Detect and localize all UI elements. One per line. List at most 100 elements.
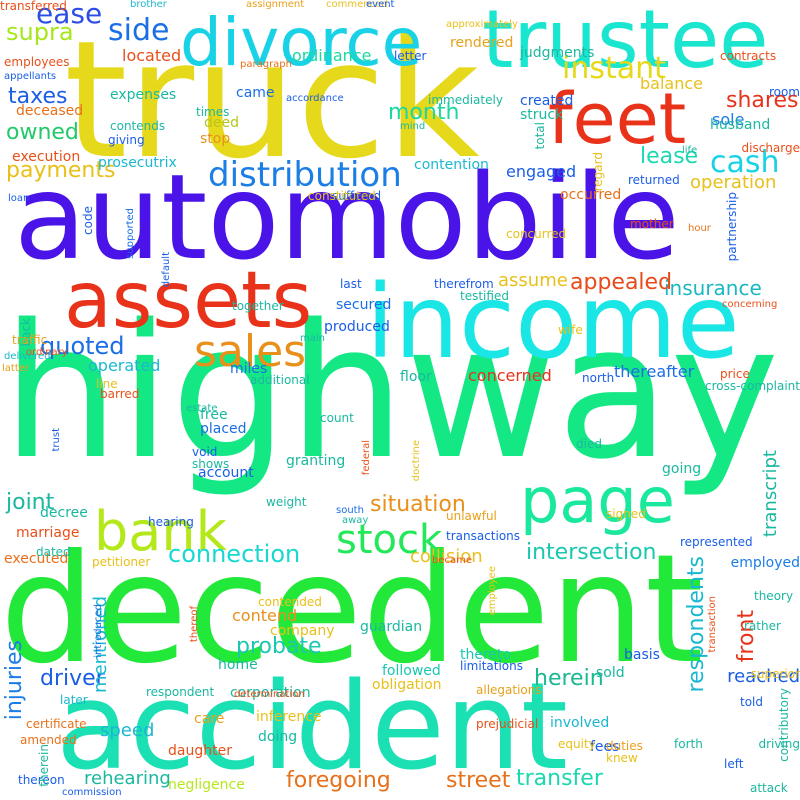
word-37: respondents [684, 556, 709, 693]
word-72: came [236, 85, 275, 101]
word-34: probate [236, 634, 322, 659]
word-86: represented [680, 535, 753, 549]
word-183: mind [400, 121, 426, 132]
word-124: certificate [26, 717, 87, 731]
word-176: constituted [308, 189, 376, 203]
word-31: intersection [526, 540, 657, 565]
word-22: payments [6, 158, 116, 183]
word-45: engaged [506, 162, 577, 181]
word-16: cash [710, 145, 780, 180]
word-106: granting [286, 453, 346, 469]
word-199: transferred [0, 0, 67, 13]
word-76: judgments [520, 45, 595, 61]
word-60: obligation [372, 677, 442, 693]
word-179: regard [591, 152, 605, 192]
word-190: letter [394, 49, 427, 63]
word-51: execution [12, 149, 81, 165]
word-91: sold [596, 665, 625, 681]
word-58: transcript [760, 450, 781, 538]
word-44: operation [690, 172, 777, 193]
word-84: died [576, 437, 602, 451]
word-148: void [192, 445, 218, 459]
word-143: south [336, 505, 364, 516]
word-24: shares [726, 88, 799, 113]
word-109: count [320, 411, 354, 425]
word-196: event [366, 0, 395, 10]
word-50: deceased [16, 103, 84, 119]
word-171: concurred [506, 227, 567, 241]
word-112: thereon [18, 773, 65, 787]
word-152: line [96, 377, 118, 391]
word-32: joint [6, 490, 55, 515]
word-62: thereto [460, 647, 512, 663]
word-116: duties [606, 739, 643, 753]
word-165: code [81, 206, 95, 235]
word-92: fees [590, 739, 620, 755]
word-144: away [342, 515, 369, 526]
word-12: sales [194, 326, 307, 377]
word-49: sole [712, 110, 745, 129]
word-41: street [446, 768, 511, 793]
word-39: transfer [516, 766, 603, 791]
word-18: ease [36, 0, 103, 30]
word-125: amended [20, 733, 77, 747]
word-151: estate [186, 403, 218, 414]
word-118: left [724, 757, 744, 771]
word-98: speed [100, 720, 155, 741]
word-8: assets [64, 256, 313, 346]
word-162: ordinary [26, 347, 68, 358]
word-155: price [720, 367, 750, 381]
word-135: contended [258, 595, 322, 609]
word-10: page [520, 464, 675, 537]
word-153: additional [250, 373, 310, 387]
word-75: husband [710, 117, 771, 133]
word-7: divorce [180, 4, 423, 81]
word-46: located [122, 46, 182, 65]
word-3: truck [64, 7, 480, 195]
word-36: front [734, 610, 759, 663]
word-137: employee [487, 566, 498, 616]
word-59: reached [727, 666, 800, 687]
word-100: care [194, 711, 225, 727]
word-68: expenses [110, 87, 177, 103]
word-121: driving [758, 737, 800, 751]
word-23: month [388, 100, 460, 125]
word-77: rendered [450, 35, 514, 51]
word-193: brother [130, 0, 167, 10]
word-128: commission [62, 787, 122, 798]
word-5: income [366, 263, 740, 382]
word-140: became [432, 555, 473, 566]
word-164: loan [8, 193, 30, 204]
word-184: immediately [428, 93, 503, 107]
word-82: wife [558, 323, 583, 337]
word-158: concerning [722, 299, 778, 310]
word-130: equity [558, 737, 596, 751]
word-28: appealed [570, 270, 673, 295]
word-85: going [662, 461, 702, 477]
word-110: weight [266, 495, 307, 509]
word-99: daughter [168, 743, 232, 759]
word-71: prosecutrix [98, 155, 177, 171]
word-122: superior [750, 667, 800, 681]
word-145: federal [361, 440, 372, 476]
word-173: mother [630, 217, 674, 231]
word-83: north [582, 371, 615, 385]
word-102: marriage [16, 525, 80, 541]
word-55: collision [410, 546, 483, 567]
word-175: suffered [332, 189, 382, 203]
word-192: appellants [4, 71, 57, 82]
word-114: limitations [460, 659, 523, 673]
word-29: connection [168, 540, 301, 568]
word-119: attack [750, 781, 788, 795]
word-101: decree [40, 505, 88, 521]
word-74: stop [200, 131, 231, 147]
word-189: paragraph [240, 59, 292, 70]
word-120: told [740, 695, 763, 709]
word-149: shows [192, 457, 230, 471]
word-63: contend [232, 606, 298, 625]
word-53: thereafter [614, 362, 695, 381]
word-163: latter [2, 363, 30, 374]
word-191: employees [4, 55, 70, 69]
word-169: therefrom [434, 277, 494, 291]
